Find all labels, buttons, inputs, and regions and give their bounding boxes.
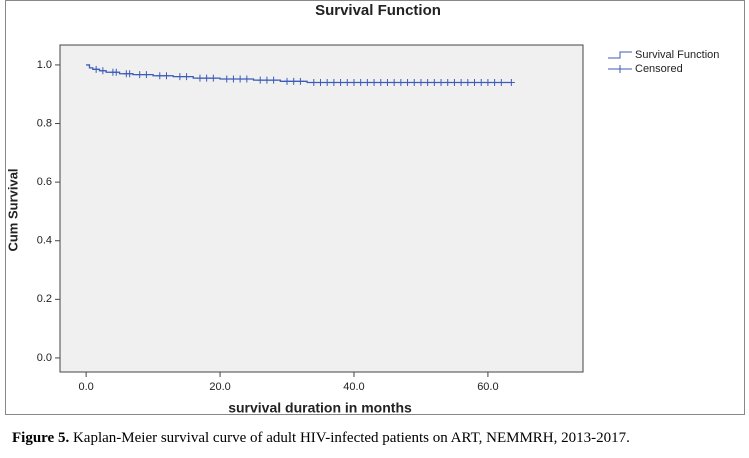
censored-mark <box>343 79 351 87</box>
y-tick-label: 0.0 <box>37 352 52 364</box>
x-tick-label: 40.0 <box>343 381 364 393</box>
censored-mark <box>183 73 191 81</box>
censored-mark <box>256 76 264 84</box>
plot-area <box>59 44 584 373</box>
censored-mark <box>370 79 378 87</box>
x-tick-label: 20.0 <box>209 381 230 393</box>
censored-mark <box>162 72 170 80</box>
censored-mark <box>337 79 345 87</box>
censored-mark <box>397 79 405 87</box>
y-tick-label: 0.6 <box>37 176 52 188</box>
censored-mark <box>223 75 231 83</box>
censored-mark <box>357 79 365 87</box>
y-tick-label: 1.0 <box>37 59 52 71</box>
y-tick-label: 0.8 <box>37 117 52 129</box>
legend-label: Censored <box>635 63 683 75</box>
censored-mark <box>310 79 318 87</box>
censored-mark <box>363 79 371 87</box>
censored-mark <box>270 76 278 84</box>
censored-mark <box>209 74 217 82</box>
censored-mark <box>507 79 515 87</box>
censored-mark <box>316 79 324 87</box>
legend-symbol <box>608 65 632 73</box>
caption: Figure 5. Kaplan-Meier survival curve of… <box>12 430 747 447</box>
x-tick-label: 60.0 <box>477 381 498 393</box>
censored-mark <box>296 77 304 85</box>
censored-mark <box>424 79 432 87</box>
censored-mark <box>156 72 164 80</box>
censored-mark <box>484 79 492 87</box>
censored-mark <box>229 75 237 83</box>
censored-mark <box>142 71 150 79</box>
legend-symbol <box>608 51 632 59</box>
censored-mark <box>450 79 458 87</box>
censored-mark <box>112 68 120 76</box>
censored-mark <box>430 79 438 87</box>
censored-mark <box>99 67 107 75</box>
censored-mark <box>176 73 184 81</box>
censored-mark <box>417 79 425 87</box>
censored-mark <box>457 79 465 87</box>
censored-mark <box>330 79 338 87</box>
y-tick-label: 0.4 <box>37 235 52 247</box>
censored-mark <box>283 77 291 85</box>
censored-mark <box>437 79 445 87</box>
caption-label: Figure 5. <box>12 430 70 446</box>
censored-mark <box>491 79 499 87</box>
censored-mark <box>444 79 452 87</box>
y-axis-title: Cum Survival <box>5 168 20 251</box>
censored-mark <box>464 79 472 87</box>
censored-mark <box>203 74 211 82</box>
y-tick-label: 0.2 <box>37 293 52 305</box>
caption-text: Kaplan-Meier survival curve of adult HIV… <box>72 430 630 446</box>
censored-mark <box>196 74 204 82</box>
censored-mark <box>136 71 144 79</box>
censored-mark <box>471 79 479 87</box>
censored-mark <box>497 79 505 87</box>
censored-mark <box>126 70 134 78</box>
censored-mark <box>290 77 298 85</box>
censored-mark <box>390 79 398 87</box>
censored-mark <box>477 79 485 87</box>
censored-mark <box>350 79 358 87</box>
x-axis-title: survival duration in months <box>228 400 412 416</box>
censored-mark <box>236 75 244 83</box>
censored-mark <box>92 65 100 73</box>
censored-mark <box>323 79 331 87</box>
censored-mark <box>383 79 391 87</box>
censored-mark <box>404 79 412 87</box>
censored-mark <box>263 76 271 84</box>
censored-mark <box>377 79 385 87</box>
censored-mark <box>243 75 251 83</box>
censored-mark <box>410 79 418 87</box>
chart-title: Survival Function <box>315 2 441 19</box>
x-tick-label: 0.0 <box>78 381 93 393</box>
chart: Survival Function survival duration in m… <box>5 0 745 416</box>
legend-label: Survival Function <box>635 49 719 61</box>
